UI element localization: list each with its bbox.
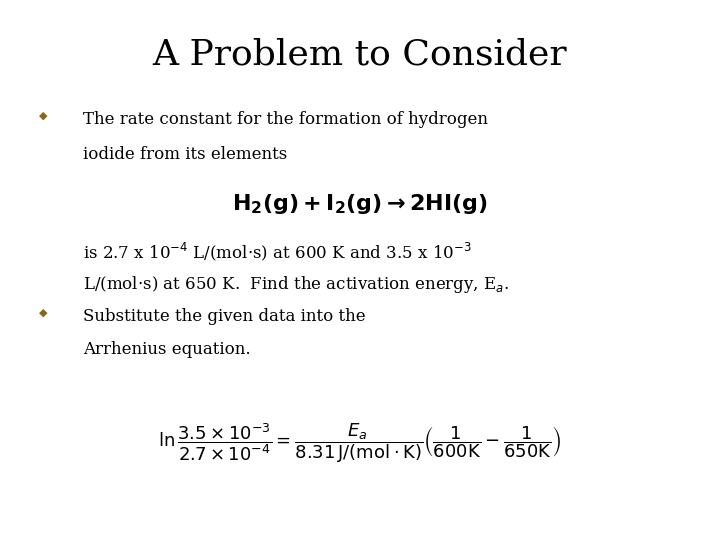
Text: Arrhenius equation.: Arrhenius equation. bbox=[83, 341, 251, 358]
Text: ◆: ◆ bbox=[39, 308, 48, 318]
Text: The rate constant for the formation of hydrogen: The rate constant for the formation of h… bbox=[83, 111, 488, 127]
Text: $\mathbf{H_2(g)+I_2(g)\rightarrow 2HI(g)}$: $\mathbf{H_2(g)+I_2(g)\rightarrow 2HI(g)… bbox=[232, 192, 488, 215]
Text: $\mathrm{ln}\,\dfrac{3.5\times10^{-3}}{2.7\times10^{-4}} = \dfrac{E_a}{8.31\,\ma: $\mathrm{ln}\,\dfrac{3.5\times10^{-3}}{2… bbox=[158, 421, 562, 465]
Text: iodide from its elements: iodide from its elements bbox=[83, 146, 287, 163]
Text: ◆: ◆ bbox=[39, 111, 48, 121]
Text: A Problem to Consider: A Problem to Consider bbox=[153, 38, 567, 72]
Text: is 2.7 x 10$^{-4}$ L/(mol$\cdot$s) at 600 K and 3.5 x 10$^{-3}$: is 2.7 x 10$^{-4}$ L/(mol$\cdot$s) at 60… bbox=[83, 240, 472, 262]
Text: Substitute the given data into the: Substitute the given data into the bbox=[83, 308, 366, 325]
Text: L/(mol$\cdot$s) at 650 K.  Find the activation energy, E$_a$.: L/(mol$\cdot$s) at 650 K. Find the activ… bbox=[83, 274, 509, 295]
